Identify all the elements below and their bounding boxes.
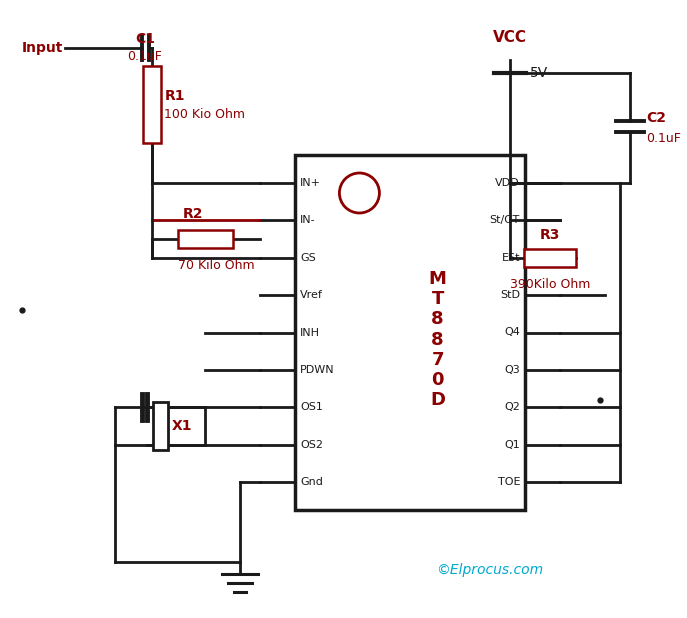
- Circle shape: [339, 173, 379, 213]
- Text: 390Kilo Ohm: 390Kilo Ohm: [510, 277, 590, 290]
- Bar: [142, 66, 161, 143]
- Text: Q3: Q3: [504, 365, 520, 375]
- Text: 70 Kilo Ohm: 70 Kilo Ohm: [178, 259, 255, 272]
- Text: VCC: VCC: [493, 30, 527, 44]
- Text: PDWN: PDWN: [300, 365, 335, 375]
- Text: C2: C2: [646, 111, 666, 125]
- Text: Q2: Q2: [504, 402, 520, 412]
- Text: 0.1uF: 0.1uF: [646, 132, 681, 145]
- Text: IN-: IN-: [300, 216, 315, 226]
- Text: TOE: TOE: [497, 477, 520, 487]
- Text: ESt: ESt: [502, 253, 520, 263]
- Text: 100 Kio Ohm: 100 Kio Ohm: [164, 108, 245, 121]
- Text: OS1: OS1: [300, 402, 323, 412]
- Text: 0.1uF: 0.1uF: [128, 50, 162, 63]
- Text: R1: R1: [164, 90, 185, 103]
- Text: Gnd: Gnd: [300, 477, 323, 487]
- Text: X1: X1: [172, 419, 192, 433]
- Text: R2: R2: [182, 207, 203, 221]
- Bar: [178, 230, 234, 248]
- Text: Vref: Vref: [300, 290, 323, 300]
- Text: R3: R3: [540, 228, 560, 242]
- Text: Q4: Q4: [504, 328, 520, 337]
- Text: VDD: VDD: [495, 178, 520, 188]
- Bar: [524, 249, 576, 267]
- Text: St/GT: St/GT: [490, 216, 520, 226]
- Text: ©Elprocus.com: ©Elprocus.com: [436, 563, 543, 577]
- Text: Q1: Q1: [504, 439, 520, 450]
- Text: M
T
8
8
7
0
D: M T 8 8 7 0 D: [429, 270, 447, 409]
- Text: INH: INH: [300, 328, 320, 337]
- Text: GS: GS: [300, 253, 316, 263]
- Text: StD: StD: [500, 290, 520, 300]
- Text: Input: Input: [22, 41, 63, 55]
- Text: 5V: 5V: [530, 66, 548, 80]
- Bar: [153, 402, 168, 450]
- Text: IN+: IN+: [300, 178, 321, 188]
- Bar: [295, 155, 525, 510]
- Text: OS2: OS2: [300, 439, 323, 450]
- Text: C1: C1: [135, 32, 155, 46]
